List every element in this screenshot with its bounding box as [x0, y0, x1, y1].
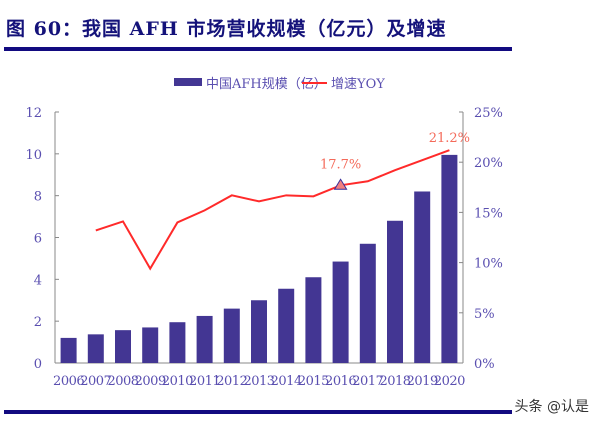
- right-tick-label: 15%: [474, 206, 503, 221]
- x-tick-label: 2015: [298, 374, 329, 389]
- right-tick-label: 5%: [474, 307, 495, 322]
- left-tick-label: 12: [25, 106, 42, 121]
- bar-2015: [305, 277, 322, 363]
- left-tick-label: 10: [25, 148, 42, 163]
- right-tick-label: 25%: [474, 106, 503, 121]
- bar-2019: [414, 191, 431, 363]
- x-tick-label: 2014: [271, 374, 302, 389]
- x-tick-label: 2017: [352, 374, 383, 389]
- right-tick-label: 0%: [474, 357, 495, 372]
- bar-2014: [278, 288, 295, 363]
- x-tick-label: 2009: [135, 374, 166, 389]
- bar-2007: [87, 334, 104, 363]
- x-tick-label: 2006: [53, 374, 84, 389]
- bar-2016: [332, 261, 349, 363]
- data-label-2016: 17.7%: [320, 157, 361, 172]
- bar-2011: [196, 315, 213, 363]
- x-tick-label: 2008: [107, 374, 138, 389]
- x-tick-label: 2013: [243, 374, 274, 389]
- legend-bar-swatch: [174, 78, 202, 86]
- right-tick-label: 10%: [474, 257, 503, 272]
- triangle-marker: [333, 178, 348, 190]
- legend-line-label: 增速YOY: [331, 77, 385, 92]
- left-tick-label: 4: [34, 273, 42, 288]
- x-tick-label: 2019: [407, 374, 438, 389]
- bar-2017: [359, 243, 376, 363]
- x-tick-label: 2016: [325, 374, 356, 389]
- left-tick-label: 2: [34, 315, 42, 330]
- x-tick-label: 2007: [80, 374, 111, 389]
- x-tick-label: 2010: [162, 374, 193, 389]
- bar-2012: [223, 308, 240, 363]
- bar-2006: [60, 337, 77, 363]
- legend-bar-label: 中国AFH规模（亿）: [206, 77, 327, 92]
- left-tick-label: 8: [34, 190, 42, 205]
- x-tick-label: 2011: [189, 374, 220, 389]
- x-tick-label: 2018: [379, 374, 410, 389]
- data-label-2020: 21.2%: [429, 131, 470, 146]
- watermark: 头条 @认是: [514, 399, 589, 415]
- bar-2018: [387, 220, 403, 363]
- growth-line: [95, 149, 450, 271]
- bar-2013: [251, 300, 267, 363]
- title-rule: [4, 47, 512, 51]
- x-tick-label: 2012: [216, 374, 247, 389]
- left-tick-label: 0: [34, 357, 42, 372]
- bar-2010: [169, 322, 186, 363]
- bar-2008: [115, 330, 131, 363]
- bar-2009: [142, 327, 159, 363]
- figure-title: 图 60：我国 AFH 市场营收规模（亿元）及增速: [6, 18, 447, 40]
- right-tick-label: 20%: [474, 156, 503, 171]
- bottom-rule: [4, 410, 512, 414]
- x-tick-label: 2020: [434, 374, 465, 389]
- bar-2020: [441, 154, 458, 363]
- left-tick-label: 6: [34, 232, 42, 247]
